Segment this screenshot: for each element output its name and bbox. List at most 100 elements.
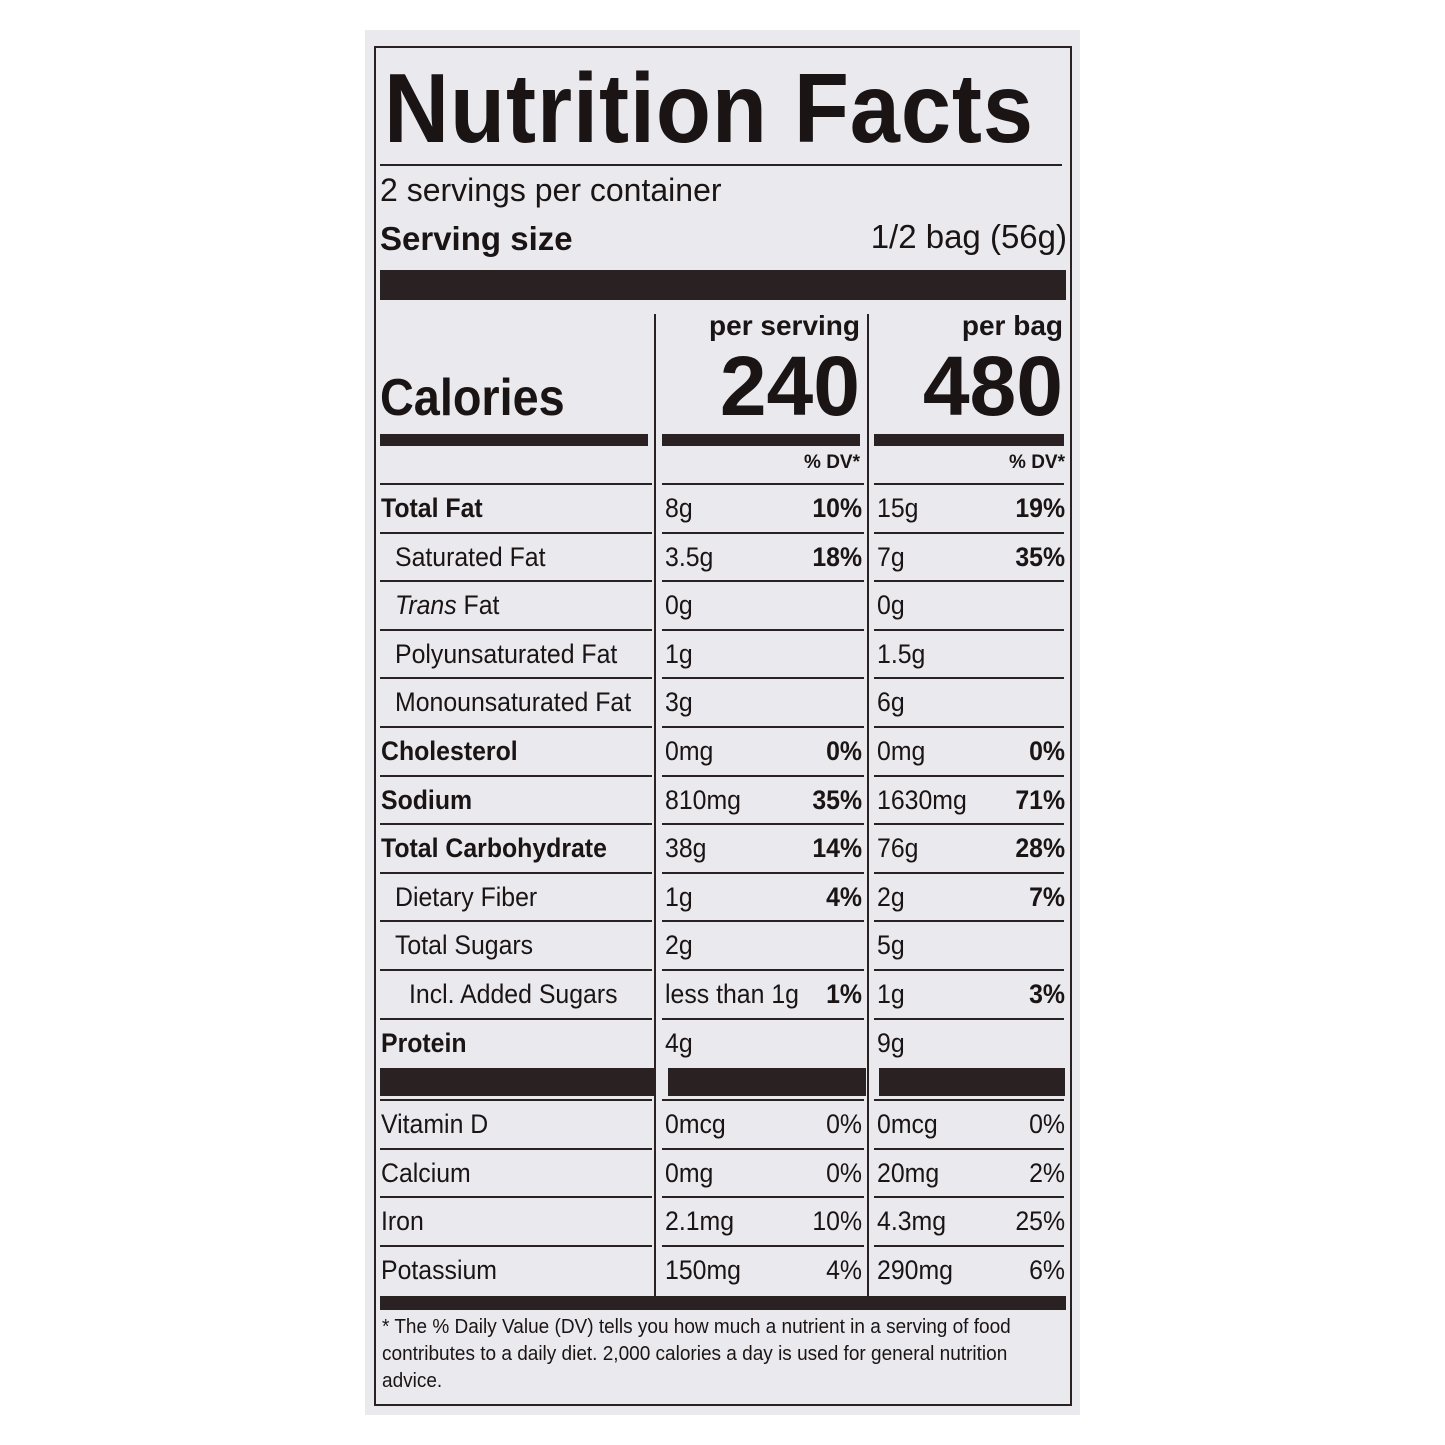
bag-dv: 35% xyxy=(1015,541,1065,572)
row-divider xyxy=(874,483,1064,485)
thick-divider xyxy=(380,270,1066,300)
thick-divider xyxy=(874,434,1064,446)
nutrient-label: Monounsaturated Fat xyxy=(395,687,631,718)
row-divider xyxy=(874,531,1064,534)
bag-dv: 3% xyxy=(1029,979,1065,1009)
nutrient-label: Iron xyxy=(381,1206,424,1237)
serving-dv: 10% xyxy=(812,493,862,523)
row-divider xyxy=(874,726,1064,728)
bag-amount: 15g xyxy=(877,493,919,523)
row-divider xyxy=(662,580,864,583)
row-divider xyxy=(662,969,864,971)
bag-amount: 20mg xyxy=(877,1157,940,1188)
table-row: Sodium 810mg 35% 1630mg 71% xyxy=(0,775,1445,823)
nutrient-label-text: Incl. Added Sugars xyxy=(409,979,618,1009)
table-row: Potassium 150mg 4% 290mg 6% xyxy=(0,1245,1445,1293)
bag-amount: 2g xyxy=(877,881,905,912)
thick-divider xyxy=(668,1068,866,1096)
bag-amount: 5g xyxy=(877,930,905,961)
serving-amount: 1g xyxy=(665,881,693,912)
bag-amount: 0g xyxy=(877,590,905,621)
serving-amount: 2.1mg xyxy=(665,1206,735,1236)
table-row: Saturated Fat 3.5g 18% 7g 35% xyxy=(0,532,1445,580)
row-divider xyxy=(380,1017,652,1020)
nutrient-label-text: Cholesterol xyxy=(381,736,518,766)
row-divider xyxy=(662,823,864,826)
table-row: Trans Fat 0g 0g xyxy=(0,580,1445,628)
nutrition-facts-panel xyxy=(374,46,1072,1406)
thick-divider xyxy=(879,1068,1065,1096)
row-divider xyxy=(380,1147,652,1150)
serving-dv: 10% xyxy=(812,1206,862,1236)
nutrient-label-text: Total Sugars xyxy=(395,930,534,961)
serving-amount: 0mcg xyxy=(665,1109,726,1139)
dv-header-serving: % DV* xyxy=(804,452,860,473)
nutrient-label: Calcium xyxy=(381,1158,471,1189)
bag-amount: 1g xyxy=(877,979,905,1009)
per-serving-header: per serving xyxy=(709,310,860,341)
nutrient-label-text: Fat xyxy=(456,590,500,621)
servings-per-container: 2 servings per container xyxy=(380,172,722,208)
table-row: Monounsaturated Fat 3g 6g xyxy=(0,677,1445,725)
row-divider xyxy=(874,628,1064,631)
bag-dv: 25% xyxy=(1015,1206,1065,1236)
per-bag-header: per bag xyxy=(961,310,1063,341)
row-divider xyxy=(874,871,1064,874)
row-divider xyxy=(380,823,652,826)
serving-dv: 35% xyxy=(812,784,862,815)
table-row: Cholesterol 0mg 0% 0mg 0% xyxy=(0,726,1445,774)
serving-amount: 2g xyxy=(665,930,693,961)
thick-divider xyxy=(380,1068,655,1096)
bag-amount: 6g xyxy=(877,687,905,718)
row-divider xyxy=(380,677,652,680)
row-divider xyxy=(380,580,652,583)
nutrient-label-text: Monounsaturated Fat xyxy=(395,687,632,718)
serving-amount: 0g xyxy=(665,590,693,621)
thick-divider xyxy=(380,1296,1066,1310)
row-divider xyxy=(874,774,1064,777)
bag-amount: 4.3mg xyxy=(877,1206,947,1236)
nutrient-label: Protein xyxy=(381,1028,467,1059)
nutrient-label: Saturated Fat xyxy=(395,542,546,573)
row-divider xyxy=(380,1244,652,1247)
row-divider xyxy=(662,1147,864,1150)
row-divider xyxy=(380,920,652,923)
bag-dv: 6% xyxy=(1029,1254,1065,1285)
row-divider xyxy=(662,1244,864,1247)
row-divider xyxy=(874,969,1064,971)
row-divider xyxy=(380,628,652,631)
row-divider xyxy=(874,920,1064,923)
table-row: Total Fat 8g 10% 15g 19% xyxy=(0,483,1445,531)
row-divider xyxy=(662,483,864,485)
nutrient-label: Potassium xyxy=(381,1255,497,1286)
nutrient-label-text: Total Carbohydrate xyxy=(381,833,607,864)
bag-amount: 1.5g xyxy=(877,638,926,669)
bag-dv: 2% xyxy=(1029,1157,1065,1188)
table-row: Calcium 0mg 0% 20mg 2% xyxy=(0,1148,1445,1196)
nutrient-label-text: Calcium xyxy=(381,1157,471,1188)
serving-dv: 0% xyxy=(826,736,862,766)
bag-dv: 28% xyxy=(1015,833,1065,864)
row-divider xyxy=(380,1196,652,1198)
calories-per-serving: 240 xyxy=(719,339,860,433)
bag-amount: 290mg xyxy=(877,1254,953,1285)
calories-per-bag: 480 xyxy=(922,339,1063,433)
bag-dv: 0% xyxy=(1029,736,1065,766)
serving-dv: 1% xyxy=(826,979,862,1009)
nutrient-label-text: Saturated Fat xyxy=(395,541,546,572)
serving-amount: 38g xyxy=(665,833,707,864)
serving-size-value: 1/2 bag (56g) xyxy=(870,218,1067,255)
column-divider xyxy=(867,314,869,1296)
bag-dv: 0% xyxy=(1029,1109,1065,1139)
serving-amount: 810mg xyxy=(665,784,741,815)
dv-header-bag: % DV* xyxy=(1009,452,1065,473)
table-row: Vitamin D 0mcg 0% 0mcg 0% xyxy=(0,1099,1445,1147)
column-divider xyxy=(654,314,656,1296)
row-divider xyxy=(874,677,1064,680)
row-divider xyxy=(662,1017,864,1020)
thick-divider xyxy=(662,434,860,446)
serving-amount: 1g xyxy=(665,638,693,669)
row-divider xyxy=(662,920,864,923)
thick-divider xyxy=(380,434,648,446)
serving-amount: 8g xyxy=(665,493,693,523)
